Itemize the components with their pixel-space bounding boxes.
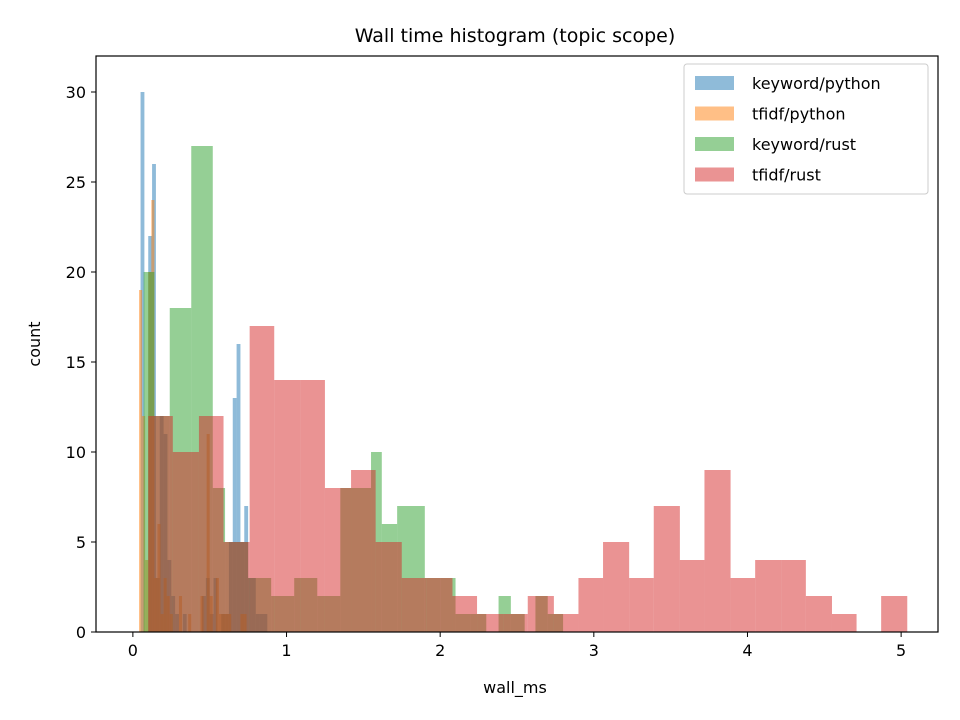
legend-label: keyword/python: [752, 74, 881, 93]
histogram-bar: [351, 470, 376, 632]
histogram-bar: [452, 596, 478, 632]
histogram-bar: [730, 578, 756, 632]
y-tick-label: 15: [66, 353, 86, 372]
histogram-bar: [426, 578, 453, 632]
histogram-bar: [148, 416, 173, 632]
legend: keyword/python tfidf/python keyword/rust tf…: [683, 63, 929, 195]
histogram-bar: [401, 578, 427, 632]
histogram-bar: [140, 92, 145, 632]
histogram-bar: [603, 542, 630, 632]
histogram-bar: [375, 542, 402, 632]
histogram-bar: [629, 578, 654, 632]
histogram-bar: [324, 488, 352, 632]
axes-frame: [95, 55, 939, 633]
histogram-bar: [881, 596, 908, 632]
series-tfidf-rust: [148, 326, 908, 632]
legend-label: keyword/rust: [752, 135, 856, 154]
legend-swatch: [695, 76, 734, 90]
x-axis-label: wall_ms: [483, 678, 547, 698]
histogram-bar: [198, 416, 224, 632]
histogram-bar: [300, 380, 325, 632]
histogram-bar: [236, 344, 241, 632]
histogram-bar: [249, 326, 275, 632]
histogram-bar: [578, 578, 604, 632]
histogram-bar: [503, 614, 528, 632]
chart-title: Wall time histogram (topic scope): [355, 25, 676, 47]
histogram-bar: [831, 614, 857, 632]
legend-box: [683, 63, 929, 195]
histogram-bar: [653, 506, 680, 632]
histogram-bar: [553, 614, 579, 632]
y-tick-label: 25: [66, 173, 86, 192]
histogram-bar: [781, 560, 806, 632]
y-tick-label: 10: [66, 443, 86, 462]
y-tick-label: 5: [76, 533, 86, 552]
y-tick-label: 0: [76, 623, 86, 642]
x-tick-label: 0: [128, 641, 138, 660]
legend-swatch: [695, 137, 734, 151]
histogram-bar: [223, 542, 250, 632]
x-tick-label: 3: [589, 641, 599, 660]
legend-swatch: [695, 167, 734, 182]
histogram-bar: [805, 596, 832, 632]
legend-swatch: [695, 106, 734, 121]
legend-label: tfidf/python: [752, 105, 846, 124]
histogram-bar: [274, 380, 301, 632]
histogram-bar: [679, 560, 705, 632]
y-tick-label: 20: [66, 263, 86, 282]
histogram-bar: [232, 398, 237, 632]
y-tick-label: 30: [66, 83, 86, 102]
histogram-bar: [139, 290, 143, 632]
x-tick-label: 4: [742, 641, 752, 660]
histogram-bar: [172, 452, 199, 632]
x-tick-label: 5: [896, 641, 906, 660]
legend-label: tfidf/rust: [752, 166, 821, 185]
y-axis-label: count: [25, 321, 44, 366]
histogram-bar: [755, 560, 782, 632]
histogram-bar: [477, 614, 504, 632]
ticks-layer: 0 1 2 3 4 5 0 5 10 15 20 25 30: [66, 83, 907, 660]
x-tick-label: 1: [281, 641, 291, 660]
bars-layer: [139, 92, 908, 632]
histogram-bar: [704, 470, 731, 632]
histogram-bar: [527, 596, 554, 632]
x-tick-label: 2: [435, 641, 445, 660]
histogram-bar: [142, 416, 146, 632]
